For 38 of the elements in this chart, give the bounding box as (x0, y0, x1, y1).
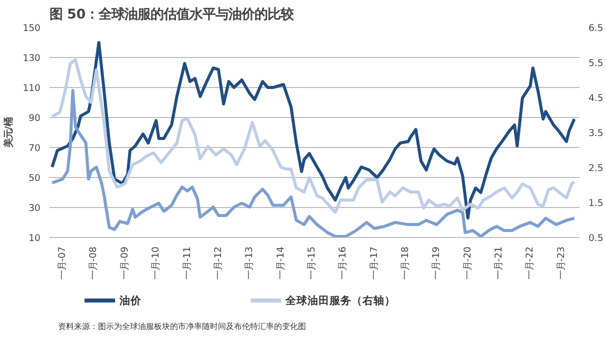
line-series (50, 89, 576, 238)
y-tick-label: 70 (28, 143, 41, 154)
y-tick-label: 10 (28, 233, 41, 244)
y2-tick-label: 0.5 (588, 233, 604, 244)
x-tick-label: 一月-23 (556, 246, 567, 280)
x-tick-label: 一月-17 (368, 246, 380, 280)
chart-title: 图 50：全球油服的估值水平与油价的比较 (50, 6, 295, 22)
y2-tick-label: 4.5 (588, 93, 604, 104)
x-tick-label: 一月-22 (524, 246, 536, 280)
y2-tick-label: 6.5 (588, 23, 604, 34)
x-tick-label: 一月-12 (212, 246, 224, 280)
text: 资料来源：图示为全球油服板块的市净率随时间及布伦特汇率的变化图 (58, 322, 306, 331)
x-tick-label: 一月-16 (338, 246, 349, 280)
y2-tick-label: 2.5 (588, 163, 604, 174)
x-tick-label: 一月-11 (182, 246, 193, 280)
x-tick-label: 一月-21 (494, 246, 505, 280)
y-tick-label: 30 (28, 203, 41, 214)
y-axis-title: 美元/桶 (4, 117, 15, 149)
x-tick-label: 一月-10 (150, 246, 162, 280)
y-tick-label: 110 (22, 83, 41, 94)
x-tick-label: 一月-19 (431, 246, 442, 280)
legend-label: 油价 (118, 294, 142, 307)
legend-label: 全球油田服务（右轴） (284, 294, 396, 307)
y2-tick-label: 5.5 (588, 58, 604, 69)
y-tick-label: 150 (22, 23, 41, 34)
y-tick-label: 50 (28, 173, 41, 184)
y2-tick-label: 3.5 (588, 128, 604, 139)
x-tick-label: 一月-18 (400, 246, 412, 280)
x-tick-label: 一月-13 (244, 246, 256, 280)
x-tick-label: 一月-08 (88, 246, 100, 280)
y2-tick-label: 1.5 (588, 198, 604, 209)
x-tick-label: 一月-07 (57, 246, 68, 280)
x-tick-label: 一月-15 (306, 246, 318, 280)
x-tick-label: 一月-14 (275, 246, 286, 280)
x-tick-label: 一月-09 (119, 246, 130, 280)
y-tick-label: 130 (22, 53, 41, 64)
y-tick-label: 90 (28, 113, 41, 124)
x-tick-label: 一月-20 (462, 246, 474, 280)
